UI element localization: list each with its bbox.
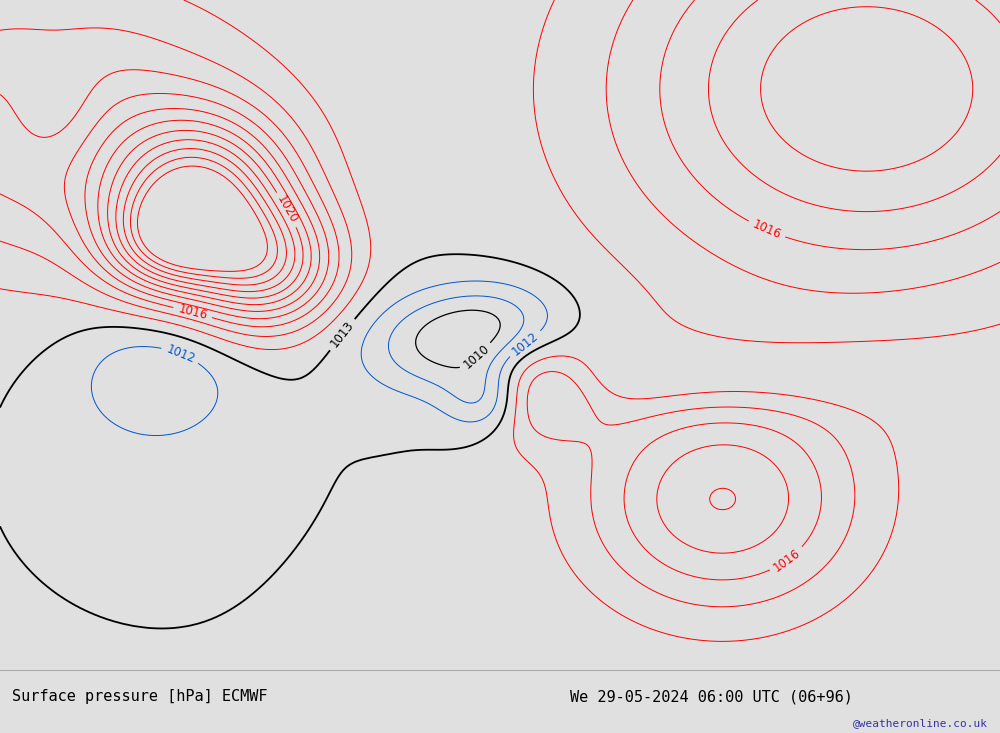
Text: 1012: 1012 xyxy=(164,342,197,366)
Text: We 29-05-2024 06:00 UTC (06+96): We 29-05-2024 06:00 UTC (06+96) xyxy=(570,689,853,704)
Text: 1016: 1016 xyxy=(177,302,209,323)
Text: 1016: 1016 xyxy=(750,218,783,242)
Text: 1020: 1020 xyxy=(274,194,300,226)
Text: @weatheronline.co.uk: @weatheronline.co.uk xyxy=(853,718,988,728)
Text: 1010: 1010 xyxy=(461,342,492,372)
Text: Surface pressure [hPa] ECMWF: Surface pressure [hPa] ECMWF xyxy=(12,689,268,704)
Text: 1012: 1012 xyxy=(509,329,541,358)
Text: 1013: 1013 xyxy=(328,319,357,350)
Text: 1016: 1016 xyxy=(771,546,803,574)
